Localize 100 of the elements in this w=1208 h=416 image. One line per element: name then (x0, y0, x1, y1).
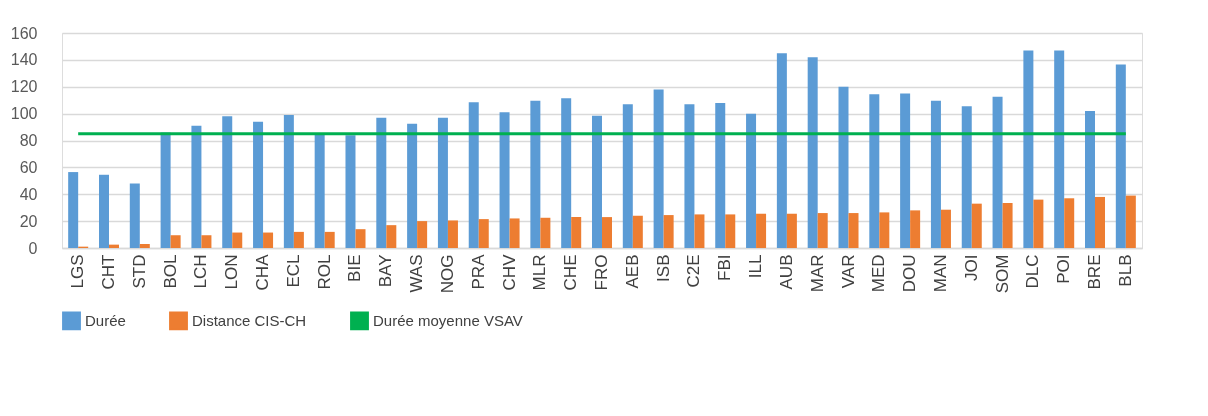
bar (663, 215, 674, 248)
bar (386, 225, 397, 248)
x-tick-label: CHT (98, 254, 118, 290)
bar (345, 135, 356, 248)
bar (930, 100, 941, 248)
x-tick-label: MAR (807, 254, 827, 293)
x-tick-label: LCH (191, 254, 211, 289)
bar (314, 133, 325, 248)
y-tick-label: 100 (10, 105, 38, 123)
y-tick-label: 140 (10, 51, 38, 69)
bar (253, 121, 264, 248)
y-tick-label: 40 (19, 185, 38, 203)
bar (129, 183, 140, 248)
x-tick-label: NOG (437, 254, 457, 294)
bar (324, 231, 335, 248)
bar (725, 214, 736, 248)
bar (468, 102, 479, 248)
x-tick-label: BLB (1115, 254, 1135, 287)
bar (355, 229, 366, 248)
bar (191, 125, 202, 248)
y-tick-label: 20 (19, 212, 38, 230)
x-tick-label: ROL (314, 254, 334, 290)
bar (900, 93, 911, 248)
x-tick-label: ILL (746, 254, 766, 279)
bar (1085, 110, 1095, 248)
bar (170, 235, 181, 248)
x-tick-label: CHE (561, 254, 581, 291)
bar (602, 217, 613, 248)
y-tick-label: 0 (28, 239, 38, 257)
bar (139, 243, 150, 248)
x-tick-label: JOI (961, 254, 981, 281)
y-tick-label: 60 (19, 158, 38, 176)
x-tick-label: BOL (160, 254, 180, 289)
bar (1033, 199, 1044, 248)
bar (478, 219, 489, 248)
x-tick-label: BRE (1085, 254, 1105, 290)
bar (715, 102, 726, 248)
bar (68, 172, 79, 248)
x-tick-label: ISB (653, 254, 673, 282)
bar (622, 104, 633, 248)
legend-label: Distance CIS-CH (192, 311, 307, 329)
bar (694, 214, 705, 248)
x-tick-label: DLC (1023, 254, 1043, 289)
bar (201, 235, 212, 248)
bar (848, 213, 859, 248)
legend-label: Durée moyenne VSAV (373, 311, 523, 329)
x-tick-label: BAY (376, 254, 396, 288)
bar (756, 213, 767, 248)
bar (447, 220, 458, 248)
bar (1064, 198, 1075, 248)
bar (746, 113, 757, 248)
bar (1002, 202, 1013, 248)
bar (499, 112, 510, 248)
bar (1115, 64, 1126, 248)
bar (786, 213, 797, 248)
bar (160, 132, 171, 248)
bar (653, 89, 664, 248)
legend-label: Durée (85, 311, 126, 329)
bar (376, 117, 387, 248)
x-tick-label: DOU (900, 254, 920, 293)
x-tick-label: CHA (253, 253, 273, 291)
bar (509, 218, 520, 248)
bar (869, 94, 880, 248)
bar (632, 215, 643, 248)
bar (571, 217, 582, 248)
bar (684, 104, 695, 248)
x-tick-label: LON (222, 254, 242, 290)
bar (940, 209, 951, 248)
bar (417, 221, 428, 248)
bar (1054, 50, 1065, 248)
x-tick-label: MLR (530, 254, 550, 291)
bar (530, 100, 541, 248)
bar (561, 98, 572, 248)
bar (540, 217, 551, 248)
bar (263, 232, 274, 248)
x-tick-label: LGS (68, 254, 88, 289)
x-tick-label: SOM (992, 254, 1012, 294)
bar (910, 210, 921, 248)
bar (971, 203, 982, 248)
y-tick-label: 120 (10, 78, 38, 96)
y-tick-label: 80 (19, 132, 38, 149)
x-tick-label: STD (129, 254, 149, 289)
bar (1125, 195, 1136, 248)
bar (98, 174, 109, 248)
x-tick-label: PRA (468, 253, 488, 290)
bar (222, 116, 233, 248)
bar (283, 114, 294, 248)
x-tick-label: MAN (930, 254, 950, 293)
bar (879, 212, 890, 248)
bar (437, 117, 448, 248)
bar (591, 115, 602, 248)
bar (992, 96, 1003, 248)
x-tick-label: CHV (499, 253, 519, 291)
x-tick-label: AUB (776, 254, 796, 290)
x-tick-label: WAS (407, 254, 427, 293)
x-tick-label: FRO (592, 254, 611, 291)
x-tick-label: C2E (684, 254, 704, 288)
bar (1095, 196, 1106, 248)
x-tick-label: FBI (715, 254, 735, 281)
bar (838, 86, 849, 248)
